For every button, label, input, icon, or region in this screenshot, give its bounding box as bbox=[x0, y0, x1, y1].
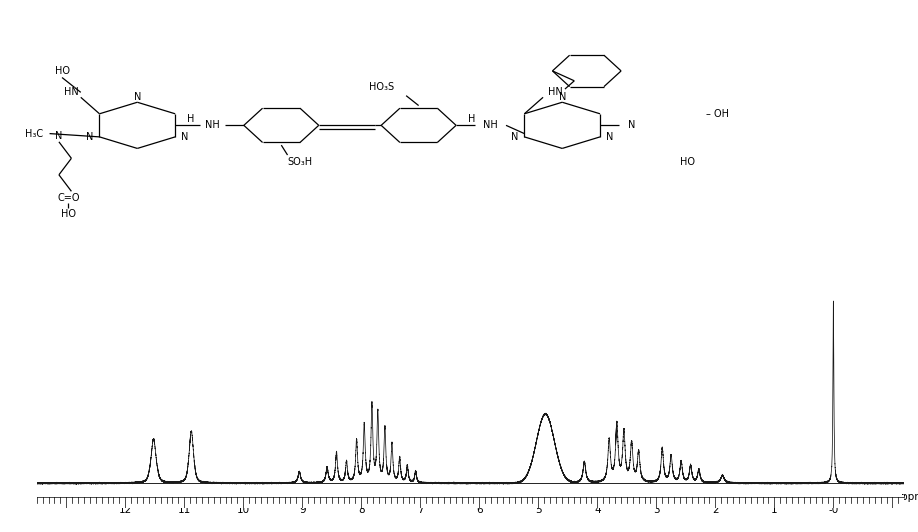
Text: HO₃S: HO₃S bbox=[369, 82, 394, 93]
Text: H: H bbox=[468, 114, 476, 124]
Text: SO₃H: SO₃H bbox=[287, 156, 313, 167]
Text: H₃C: H₃C bbox=[25, 129, 43, 138]
Text: HO: HO bbox=[54, 66, 70, 76]
Text: N: N bbox=[134, 93, 141, 102]
Text: HO: HO bbox=[61, 210, 76, 219]
Text: HO: HO bbox=[680, 156, 695, 167]
Text: NH: NH bbox=[483, 120, 498, 130]
Text: N: N bbox=[511, 132, 519, 142]
Text: HN: HN bbox=[548, 87, 563, 97]
Text: N: N bbox=[55, 131, 62, 141]
Text: N: N bbox=[628, 120, 635, 130]
Text: N: N bbox=[86, 132, 94, 142]
Text: N: N bbox=[606, 132, 613, 142]
Text: HN: HN bbox=[64, 87, 79, 97]
Text: – OH: – OH bbox=[706, 109, 729, 119]
Text: N: N bbox=[558, 93, 565, 102]
Text: H: H bbox=[187, 114, 195, 124]
Text: ppm: ppm bbox=[901, 492, 918, 502]
Text: C=O: C=O bbox=[57, 193, 80, 203]
Text: NH: NH bbox=[206, 120, 220, 130]
Text: N: N bbox=[181, 132, 188, 142]
